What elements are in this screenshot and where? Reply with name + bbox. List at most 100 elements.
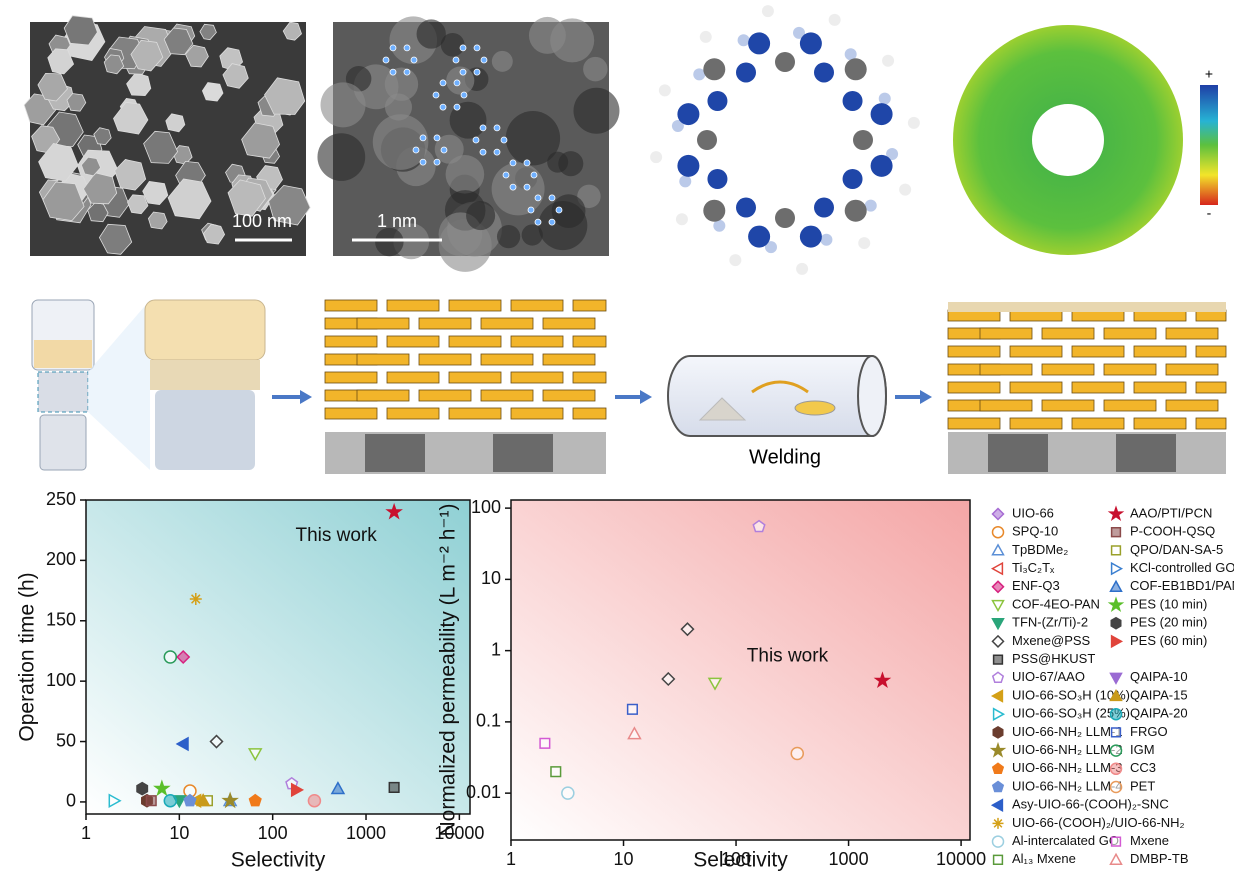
crystal bbox=[241, 122, 281, 159]
nanosheet bbox=[1133, 345, 1187, 358]
nanosheet bbox=[1009, 345, 1063, 358]
atom bbox=[864, 199, 877, 212]
legend-label: PES (10 min) bbox=[1130, 596, 1207, 611]
stm-atom bbox=[509, 183, 517, 191]
nanosheet bbox=[1071, 417, 1125, 430]
legend-label: PSS@HKUST bbox=[1012, 651, 1095, 666]
legend-marker bbox=[1109, 744, 1123, 757]
nanosheet bbox=[418, 389, 472, 402]
data-point bbox=[290, 782, 305, 798]
stm-atom bbox=[523, 183, 531, 191]
stm-blob bbox=[375, 227, 404, 257]
membrane-zoom bbox=[150, 360, 260, 390]
stm-atom bbox=[452, 56, 460, 64]
crystal bbox=[167, 178, 212, 220]
stm-blob bbox=[558, 151, 584, 177]
stm-blob bbox=[491, 50, 513, 72]
atom bbox=[870, 103, 893, 126]
crystal bbox=[103, 54, 125, 75]
stm-atom bbox=[419, 134, 427, 142]
nanosheet bbox=[572, 335, 607, 348]
stm-blob bbox=[440, 32, 465, 57]
atom bbox=[677, 103, 700, 126]
data-point bbox=[163, 650, 178, 664]
stm-blob bbox=[521, 224, 543, 246]
legend-label: UIO-66-NH₂ LLM-4 bbox=[1012, 778, 1123, 793]
charts: 1 10 100 1000 10000 0 50 100 150 200 250 Selectivit… bbox=[16, 489, 1234, 872]
crystal bbox=[222, 63, 249, 89]
data-point bbox=[163, 793, 178, 808]
y-tick-label: 50 bbox=[56, 730, 76, 750]
legend-label: UIO-66-SO₃H (25%) bbox=[1012, 706, 1130, 721]
data-point bbox=[209, 734, 224, 749]
legend-label: QAIPA-20 bbox=[1130, 706, 1188, 721]
nanosheet bbox=[1103, 399, 1157, 412]
atom bbox=[886, 148, 899, 161]
atom bbox=[675, 213, 688, 226]
stm-blob bbox=[583, 56, 608, 82]
nanosheet bbox=[1165, 327, 1219, 340]
legend-marker bbox=[991, 780, 1005, 793]
legend-marker bbox=[989, 741, 1007, 758]
atom bbox=[677, 154, 700, 177]
legend-marker bbox=[992, 654, 1004, 665]
data-point bbox=[248, 793, 262, 807]
nanosheet bbox=[324, 371, 378, 384]
stm-blob bbox=[320, 82, 366, 128]
legend-marker bbox=[991, 526, 1005, 539]
y-tick-label: 150 bbox=[46, 610, 76, 630]
legend-label: DMBP-TB bbox=[1130, 851, 1189, 866]
x-axis-label: Selectivity bbox=[693, 849, 788, 872]
nanosheet bbox=[542, 389, 596, 402]
crystal bbox=[80, 156, 102, 177]
stm-atom bbox=[439, 103, 447, 111]
stm-blob bbox=[573, 87, 620, 134]
legend-label: PET bbox=[1130, 778, 1155, 793]
legend-label: Al₁₃ Mxene bbox=[1012, 851, 1076, 866]
data-point bbox=[626, 703, 638, 715]
legend-marker bbox=[1109, 762, 1123, 775]
nanosheet bbox=[386, 335, 440, 348]
stm-atom bbox=[493, 124, 501, 132]
y-tick-label: 100 bbox=[471, 497, 501, 517]
data-point bbox=[145, 795, 157, 807]
nanosheet bbox=[979, 327, 1033, 340]
legend-marker bbox=[992, 726, 1004, 739]
nanosheet bbox=[1009, 417, 1063, 430]
stm-atom bbox=[509, 159, 517, 167]
stm-blob bbox=[550, 18, 595, 63]
stm-atom bbox=[530, 171, 538, 179]
pore bbox=[1116, 434, 1176, 472]
nanosheet bbox=[979, 399, 1033, 412]
stm-atom bbox=[555, 206, 563, 214]
crystal bbox=[38, 143, 79, 182]
legend-marker bbox=[990, 798, 1004, 812]
atom bbox=[658, 84, 671, 97]
x-tick-label: 10 bbox=[614, 849, 634, 869]
legend-label: COF-4EO-PAN bbox=[1012, 596, 1100, 611]
plot-area bbox=[510, 499, 971, 841]
crystal bbox=[147, 211, 168, 230]
atom bbox=[858, 237, 871, 250]
atom bbox=[761, 5, 774, 18]
legend-label: TpBDMe₂ bbox=[1012, 542, 1068, 557]
x-tick-label: 1 bbox=[506, 849, 516, 869]
y-tick-label: 0 bbox=[66, 791, 76, 811]
y-tick-label: 250 bbox=[46, 489, 76, 509]
nanosheet bbox=[510, 371, 564, 384]
legend-marker bbox=[1110, 545, 1122, 556]
legend-label: QAIPA-10 bbox=[1130, 669, 1188, 684]
crystal bbox=[142, 180, 169, 206]
sem-crystals bbox=[23, 15, 311, 255]
stm-atom bbox=[389, 68, 397, 76]
crystal bbox=[83, 172, 118, 205]
nanosheet bbox=[324, 299, 378, 312]
nanosheet bbox=[356, 389, 410, 402]
stm-atom bbox=[502, 171, 510, 179]
legend-label: CC3 bbox=[1130, 760, 1156, 775]
legend-label: PES (20 min) bbox=[1130, 615, 1207, 630]
legend-label: IGM bbox=[1130, 742, 1155, 757]
legend-marker bbox=[991, 762, 1005, 774]
atom bbox=[748, 225, 771, 248]
